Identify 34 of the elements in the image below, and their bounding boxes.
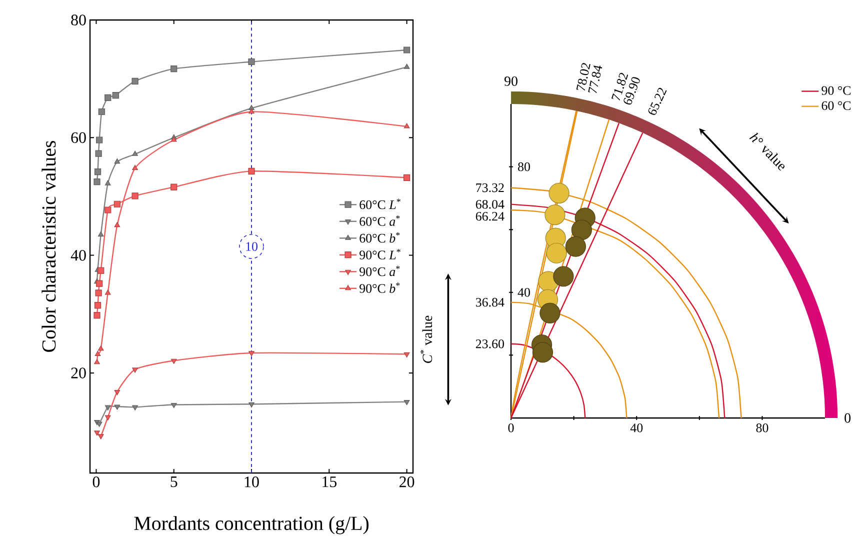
y-tick-label: 80 [71,14,86,26]
x-tick-label: 10 [244,476,259,488]
text: 90 [504,76,518,86]
annotation: 65.22 [648,88,667,115]
y-tick-label: 20 [71,368,86,378]
annotation: 77.84 [588,66,602,94]
ref-line-label: 10 [246,242,258,251]
annotation: 66.24 [476,212,504,221]
y-axis-title: Color characteristic values [42,140,56,352]
annotation: 73.32 [476,183,504,192]
annotation: 23.60 [476,339,504,348]
x-tick-label: 15 [322,476,336,488]
x-tick-label: 20 [400,476,414,488]
x-tick-label: 0 [92,476,100,488]
legend-label: 90°C b$^{*}$ [360,282,400,293]
legend-label: 90 °C [822,86,850,95]
legend-label: 60 °C [822,101,850,110]
y-tick-label: 60 [71,132,86,144]
annotation: 68.04 [476,200,504,209]
text: C$^{*}$ value [420,316,432,363]
legend-label: 90°C L$^{*}$ [360,248,400,260]
y-tick-label: 40 [70,250,86,261]
annotation: 36.84 [476,298,504,307]
annotation: 78.02 [576,63,590,91]
x-tick-label: 5 [170,476,178,488]
x-tick-label: 0 [508,424,514,432]
text: 0 [844,413,851,423]
legend-label: 90°C a$^{*}$ [360,266,400,276]
x-axis-title: Mordants concentration (g/L) [134,516,369,534]
legend-label: 60°C b$^{*}$ [360,232,400,243]
x-tick-label: 40 [630,424,643,432]
legend-label: 60°C L$^{*}$ [360,198,400,210]
x-tick-label: 80 [756,424,768,432]
legend-label: 60°C a$^{*}$ [360,215,400,226]
